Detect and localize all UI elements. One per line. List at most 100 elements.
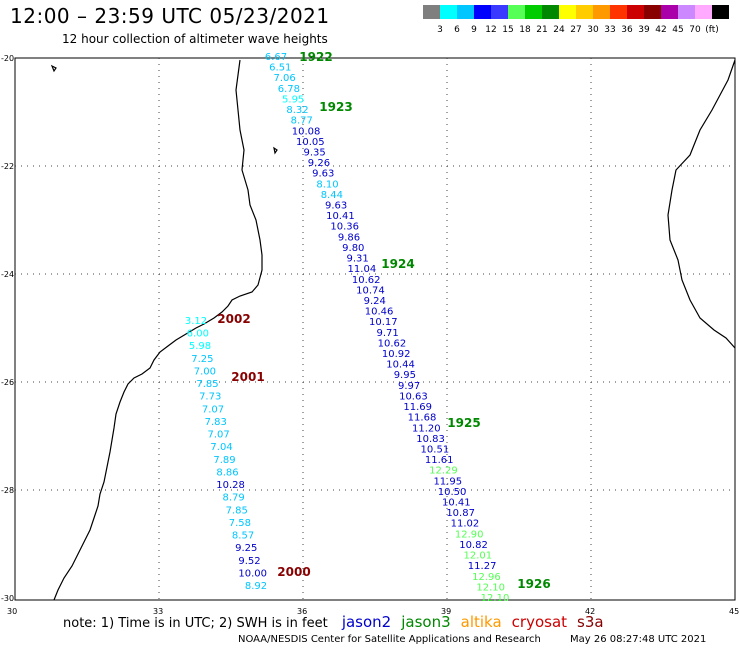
swh-value: 8.57 [232, 531, 254, 542]
swh-value: 7.89 [213, 455, 235, 466]
scale-swatch [712, 5, 729, 19]
swh-value: 10.92 [382, 349, 411, 360]
scale-label: 21 [536, 25, 548, 35]
lat-label: -24 [1, 270, 14, 279]
swh-value: 10.83 [416, 434, 445, 445]
swh-value: 12.96 [472, 572, 501, 583]
swh-value: 7.06 [273, 73, 295, 84]
swh-value: 6.00 [187, 329, 209, 340]
swh-value: 12.90 [455, 529, 484, 540]
swh-value: 8.79 [223, 493, 245, 504]
satellite-cryosat: cryosat [511, 613, 568, 631]
swh-value: 10.41 [326, 211, 355, 222]
swh-value: 6.67 [265, 52, 287, 63]
swh-value: 11.27 [468, 561, 497, 572]
swh-value: 10.36 [330, 222, 359, 233]
swh-value: 10.87 [446, 508, 475, 519]
swh-value: 10.44 [386, 360, 415, 371]
swh-value: 11.68 [408, 413, 437, 424]
scale-label: 3 [437, 25, 443, 35]
lat-label: -30 [1, 594, 14, 603]
scale-swatch [678, 5, 695, 19]
swh-value: 7.58 [229, 518, 251, 529]
scale-swatch [440, 5, 457, 19]
swh-value: 11.61 [425, 455, 454, 466]
swh-value: 7.85 [196, 379, 218, 390]
scale-label: 33 [604, 25, 616, 35]
swh-value: 7.25 [191, 354, 213, 365]
swh-value: 12.29 [429, 466, 458, 477]
swh-value: 7.07 [208, 430, 230, 441]
swh-value: 9.31 [346, 254, 368, 265]
scale-label: 24 [553, 25, 565, 35]
swh-value: 10.46 [365, 307, 394, 318]
scale-label: 42 [655, 25, 667, 35]
scale-swatch [559, 5, 576, 19]
footer-legend: note: 1) Time is in UTC; 2) SWH is in fe… [63, 613, 604, 631]
swh-value: 10.74 [356, 285, 385, 296]
scale-swatch [491, 5, 508, 19]
scale-swatch [661, 5, 678, 19]
swh-value: 10.00 [238, 568, 267, 579]
footer-credit: NOAA/NESDIS Center for Satellite Applica… [238, 634, 706, 645]
swh-value: 9.71 [377, 328, 399, 339]
lat-label: -26 [1, 378, 14, 387]
time-label: 2001 [231, 370, 264, 384]
swh-value: 3.12 [185, 316, 207, 327]
lon-label: 45 [729, 607, 739, 616]
track-east: 6.676.517.066.785.958.328.7710.0810.059.… [265, 52, 509, 604]
lat-label: -22 [1, 162, 14, 171]
scale-label: 36 [621, 25, 633, 35]
scale-label: 15 [502, 25, 514, 35]
swh-value: 10.41 [442, 498, 471, 509]
swh-value: 6.78 [278, 84, 300, 95]
swh-value: 8.86 [216, 467, 238, 478]
scale-swatch [644, 5, 661, 19]
satellite-altika: altika [460, 613, 502, 631]
swh-value: 8.92 [245, 581, 267, 592]
swh-value: 9.25 [235, 543, 257, 554]
time-label: 1925 [447, 416, 480, 430]
time-label: 2000 [277, 565, 310, 579]
page-title: 12:00 – 23:59 UTC 05/23/2021 [10, 4, 330, 28]
swh-value: 9.95 [394, 370, 416, 381]
scale-swatch [457, 5, 474, 19]
scale-swatch [576, 5, 593, 19]
swh-value: 10.28 [216, 480, 245, 491]
altimeter-tracks: 6.676.517.066.785.958.328.7710.0810.059.… [185, 52, 509, 604]
map-frame [14, 57, 736, 601]
scale-label: 70 [689, 25, 701, 35]
footer-note: note: 1) Time is in UTC; 2) SWH is in fe… [63, 616, 328, 631]
scale-swatch [525, 5, 542, 19]
swh-value: 10.63 [399, 391, 428, 402]
satellite-jason2: jason2 [341, 613, 392, 631]
small-island [50, 64, 57, 73]
scale-label: 39 [638, 25, 650, 35]
swh-value: 10.51 [421, 444, 450, 455]
page-subtitle: 12 hour collection of altimeter wave hei… [62, 32, 328, 46]
swh-value: 7.04 [210, 442, 232, 453]
track-west: 3.126.005.987.257.007.857.737.077.837.07… [185, 316, 267, 592]
lat-lon-grid: 30 33 36 39 42 45 -20 -22 -24 -26 -28 -30 [1, 54, 739, 616]
swh-value: 10.62 [352, 275, 381, 286]
scale-swatch [542, 5, 559, 19]
satellite-s3a: s3a [577, 613, 604, 631]
swh-value: 10.08 [292, 126, 321, 137]
swh-value: 9.63 [312, 169, 334, 180]
swh-value: 8.44 [321, 190, 343, 201]
swh-value: 9.26 [308, 158, 330, 169]
lon-label: 39 [441, 607, 451, 616]
swh-value: 10.17 [369, 317, 398, 328]
satellite-jason3: jason3 [401, 613, 451, 631]
swh-value: 12.10 [481, 593, 510, 604]
swh-value: 5.98 [189, 341, 211, 352]
swh-value: 11.95 [433, 476, 462, 487]
swh-value: 10.82 [459, 540, 488, 551]
swh-value: 11.69 [403, 402, 432, 413]
lon-label: 36 [297, 607, 307, 616]
scale-swatch [474, 5, 491, 19]
swh-value: 10.05 [296, 137, 325, 148]
scale-swatch [610, 5, 627, 19]
time-label: 1924 [381, 257, 414, 271]
lat-label: -20 [1, 54, 14, 63]
